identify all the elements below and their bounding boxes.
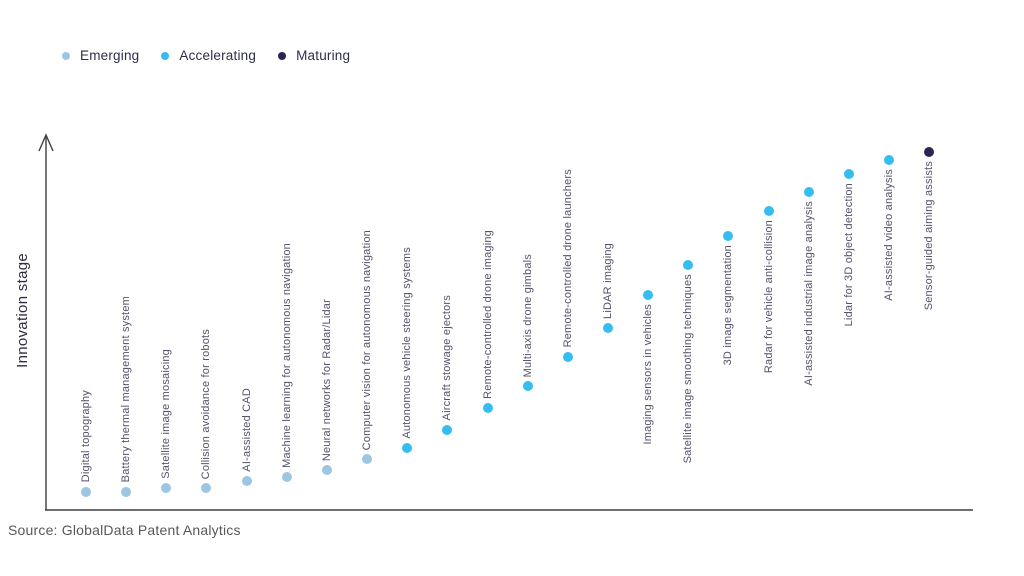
legend-dot-icon xyxy=(62,51,70,60)
data-point-label: AI-assisted CAD xyxy=(240,388,253,472)
data-point xyxy=(362,453,373,464)
y-axis-label: Innovation stage xyxy=(14,253,31,368)
data-point-label: LiDAR imaging xyxy=(601,242,614,319)
data-point xyxy=(201,483,212,494)
data-point xyxy=(281,472,292,483)
legend-dot-icon xyxy=(161,51,170,60)
data-point xyxy=(482,402,493,413)
data-point-label: Autonomous vehicle steering systems xyxy=(401,247,414,439)
source-note: Source: GlobalData Patent Analytics xyxy=(8,522,241,538)
y-axis-arrow-icon xyxy=(38,133,54,152)
data-point-label: Multi-axis drone gimbals xyxy=(521,253,534,377)
data-point xyxy=(121,486,132,497)
data-point xyxy=(723,231,734,242)
data-point xyxy=(884,154,894,165)
data-point xyxy=(81,486,91,497)
data-point xyxy=(522,380,533,391)
data-point-label: Imaging sensors in vehicles xyxy=(642,303,655,445)
data-point-label: Computer vision for autonomous navigatio… xyxy=(361,229,374,450)
legend-item-emerging: Emerging xyxy=(62,48,139,63)
legend: Emerging Accelerating Maturing xyxy=(62,48,350,63)
data-point-label: Collision avoidance for robots xyxy=(200,328,213,480)
data-point xyxy=(643,289,654,300)
data-point-label: Battery thermal management system xyxy=(120,296,133,483)
data-point-label: Lidar for 3D object detection xyxy=(842,183,855,327)
data-point xyxy=(924,147,935,158)
data-point xyxy=(321,464,332,475)
data-point-label: Satellite image mosaicing xyxy=(160,349,173,480)
data-point-label: Remote-controlled drone launchers xyxy=(561,169,574,348)
data-point-label: Sensor-guided aiming assists xyxy=(923,161,936,311)
data-point-label: Digital topography xyxy=(80,390,92,483)
data-point xyxy=(843,169,854,180)
data-point xyxy=(602,322,613,333)
data-point xyxy=(683,260,694,271)
data-point xyxy=(161,483,172,494)
data-point xyxy=(241,475,252,486)
data-point-label: AI-assisted industrial image analysis xyxy=(802,201,815,387)
legend-item-maturing: Maturing xyxy=(278,48,350,63)
data-point-label: 3D image segmentation xyxy=(722,245,735,366)
legend-dot-icon xyxy=(278,51,287,60)
data-point xyxy=(803,187,814,198)
legend-label: Emerging xyxy=(80,48,140,63)
data-point xyxy=(402,442,413,453)
data-point-label: Radar for vehicle anti-collision xyxy=(762,219,775,373)
data-point-label: Neural networks for Radar/Lidar xyxy=(320,298,333,461)
data-point xyxy=(442,424,453,435)
data-point-label: Remote-controlled drone imaging xyxy=(481,229,494,399)
legend-label: Accelerating xyxy=(179,48,257,63)
data-point-label: Machine learning for autonomous navigati… xyxy=(280,243,293,469)
data-point xyxy=(562,351,573,362)
data-point-label: AI-assisted video analysis xyxy=(883,168,895,301)
legend-label: Maturing xyxy=(296,48,351,63)
data-point-label: Satellite image smoothing techniques xyxy=(682,274,695,464)
legend-item-accelerating: Accelerating xyxy=(161,48,256,63)
data-point xyxy=(763,205,774,216)
data-point-label: Aircraft stowage ejectors xyxy=(441,295,454,421)
